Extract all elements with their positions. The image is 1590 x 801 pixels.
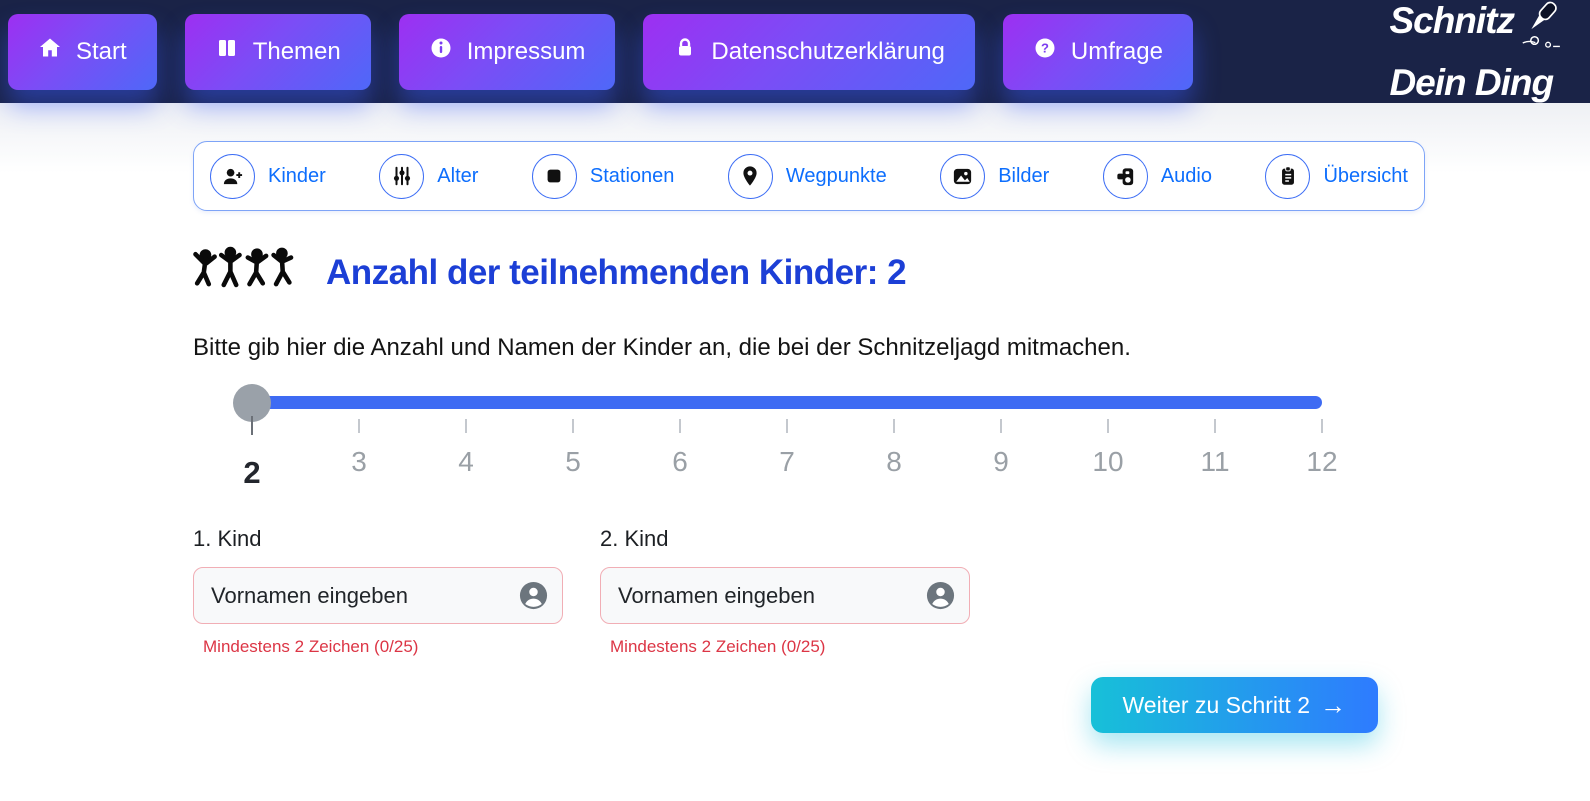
slider-label-7[interactable]: 7 [779,446,795,477]
top-nav: Start Themen Impressum Datenschutzerklär… [8,13,1389,90]
lock-icon [673,36,697,67]
child-label: 1. Kind [193,526,262,551]
child-name-input-1[interactable] [193,567,563,624]
question-circle-icon: ? [1033,36,1057,67]
person-circle-icon [518,580,549,616]
next-step-label: Weiter zu Schritt 2 [1122,691,1310,718]
nav-button-impressum[interactable]: Impressum [398,13,616,90]
info-circle-icon [429,36,453,67]
dancing-children-icon [193,243,301,302]
geo-pin-icon [727,153,773,199]
step-item-stationen[interactable]: Stationen [531,153,675,199]
slider-label-8[interactable]: 8 [886,446,902,477]
step-item-wegpunkte[interactable]: Wegpunkte [727,153,887,199]
slider-ticks [251,416,1323,435]
slider-label-4[interactable]: 4 [458,446,474,477]
child-label: 2. Kind [600,526,669,551]
step-item-alter[interactable]: Alter [379,153,479,199]
stop-square-icon [531,153,577,199]
next-step-button[interactable]: Weiter zu Schritt 2 → [1090,677,1378,733]
page-description: Bitte gib hier die Anzahl und Namen der … [193,334,1131,361]
person-plus-icon [210,153,255,199]
validation-message: Mindestens 2 Zeichen (0/25) [610,637,826,656]
step-item-audio[interactable]: Audio [1102,153,1212,199]
audio-icon [1102,153,1148,199]
nav-button-datenschutz[interactable]: Datenschutzerklärung [643,13,975,90]
child-name-input-2[interactable] [600,567,970,624]
nav-button-label: Impressum [466,37,586,65]
nav-button-label: Start [76,37,127,65]
step-label: Kinder [268,164,326,187]
nav-button-label: Umfrage [1070,37,1163,65]
slider-handle[interactable] [233,384,271,422]
page-title: Anzahl der teilnehmenden Kinder: 2 [326,252,907,292]
clipboard-icon [1265,153,1311,199]
main-content: Anzahl der teilnehmenden Kinder: 2 Bitte… [193,243,1425,733]
slider-label-6[interactable]: 6 [672,446,688,477]
step-label: Bilder [998,164,1050,187]
child-field-2: 2. Kind Mindestens 2 Zeichen (0/25) [600,526,970,657]
sliders-icon [379,153,425,199]
step-label: Audio [1160,164,1212,187]
arrow-right-icon: → [1320,690,1346,720]
step-label: Alter [437,164,479,187]
person-circle-icon [925,580,956,616]
nav-button-label: Datenschutzerklärung [711,37,945,65]
book-icon [215,36,239,67]
slider-label-11[interactable]: 11 [1200,446,1230,477]
step-item-kinder[interactable]: Kinder [210,153,326,199]
image-icon [940,153,986,199]
step-item-uebersicht[interactable]: Übersicht [1265,153,1408,199]
brand-name-line2: Dein Ding [1389,62,1554,103]
nav-button-themen[interactable]: Themen [184,13,371,90]
nav-button-start[interactable]: Start [8,13,157,90]
step-label: Übersicht [1323,164,1408,187]
brand-logo: Schnitz Dein Ding [1389,0,1570,103]
slider-label-3[interactable]: 3 [351,446,367,477]
slider-label-9[interactable]: 9 [993,446,1009,477]
slider-label-2[interactable]: 2 [243,455,261,490]
nav-button-umfrage[interactable]: ? Umfrage [1002,13,1193,90]
children-count-slider: 2 3 4 5 6 7 8 9 10 11 12 [233,384,1338,490]
child-field-1: 1. Kind Mindestens 2 Zeichen (0/25) [193,526,563,657]
nav-button-label: Themen [252,37,341,65]
validation-message: Mindestens 2 Zeichen (0/25) [203,637,419,656]
slider-label-10[interactable]: 10 [1092,446,1124,477]
carving-knife-icon [1516,0,1570,62]
slider-labels: 2 3 4 5 6 7 8 9 10 11 12 [222,446,1352,490]
step-label: Stationen [589,164,675,187]
slider-track[interactable] [245,396,1322,409]
step-nav: Kinder Alter Stationen Wegpunkte Bilder … [193,141,1425,211]
slider-label-5[interactable]: 5 [565,446,581,477]
main-header: Start Themen Impressum Datenschutzerklär… [0,0,1590,103]
step-item-bilder[interactable]: Bilder [940,153,1050,199]
svg-text:?: ? [1041,41,1049,56]
brand-name-line1: Schnitz [1389,0,1515,41]
home-icon [38,36,62,67]
step-label: Wegpunkte [785,164,887,187]
slider-label-12[interactable]: 12 [1306,446,1338,477]
